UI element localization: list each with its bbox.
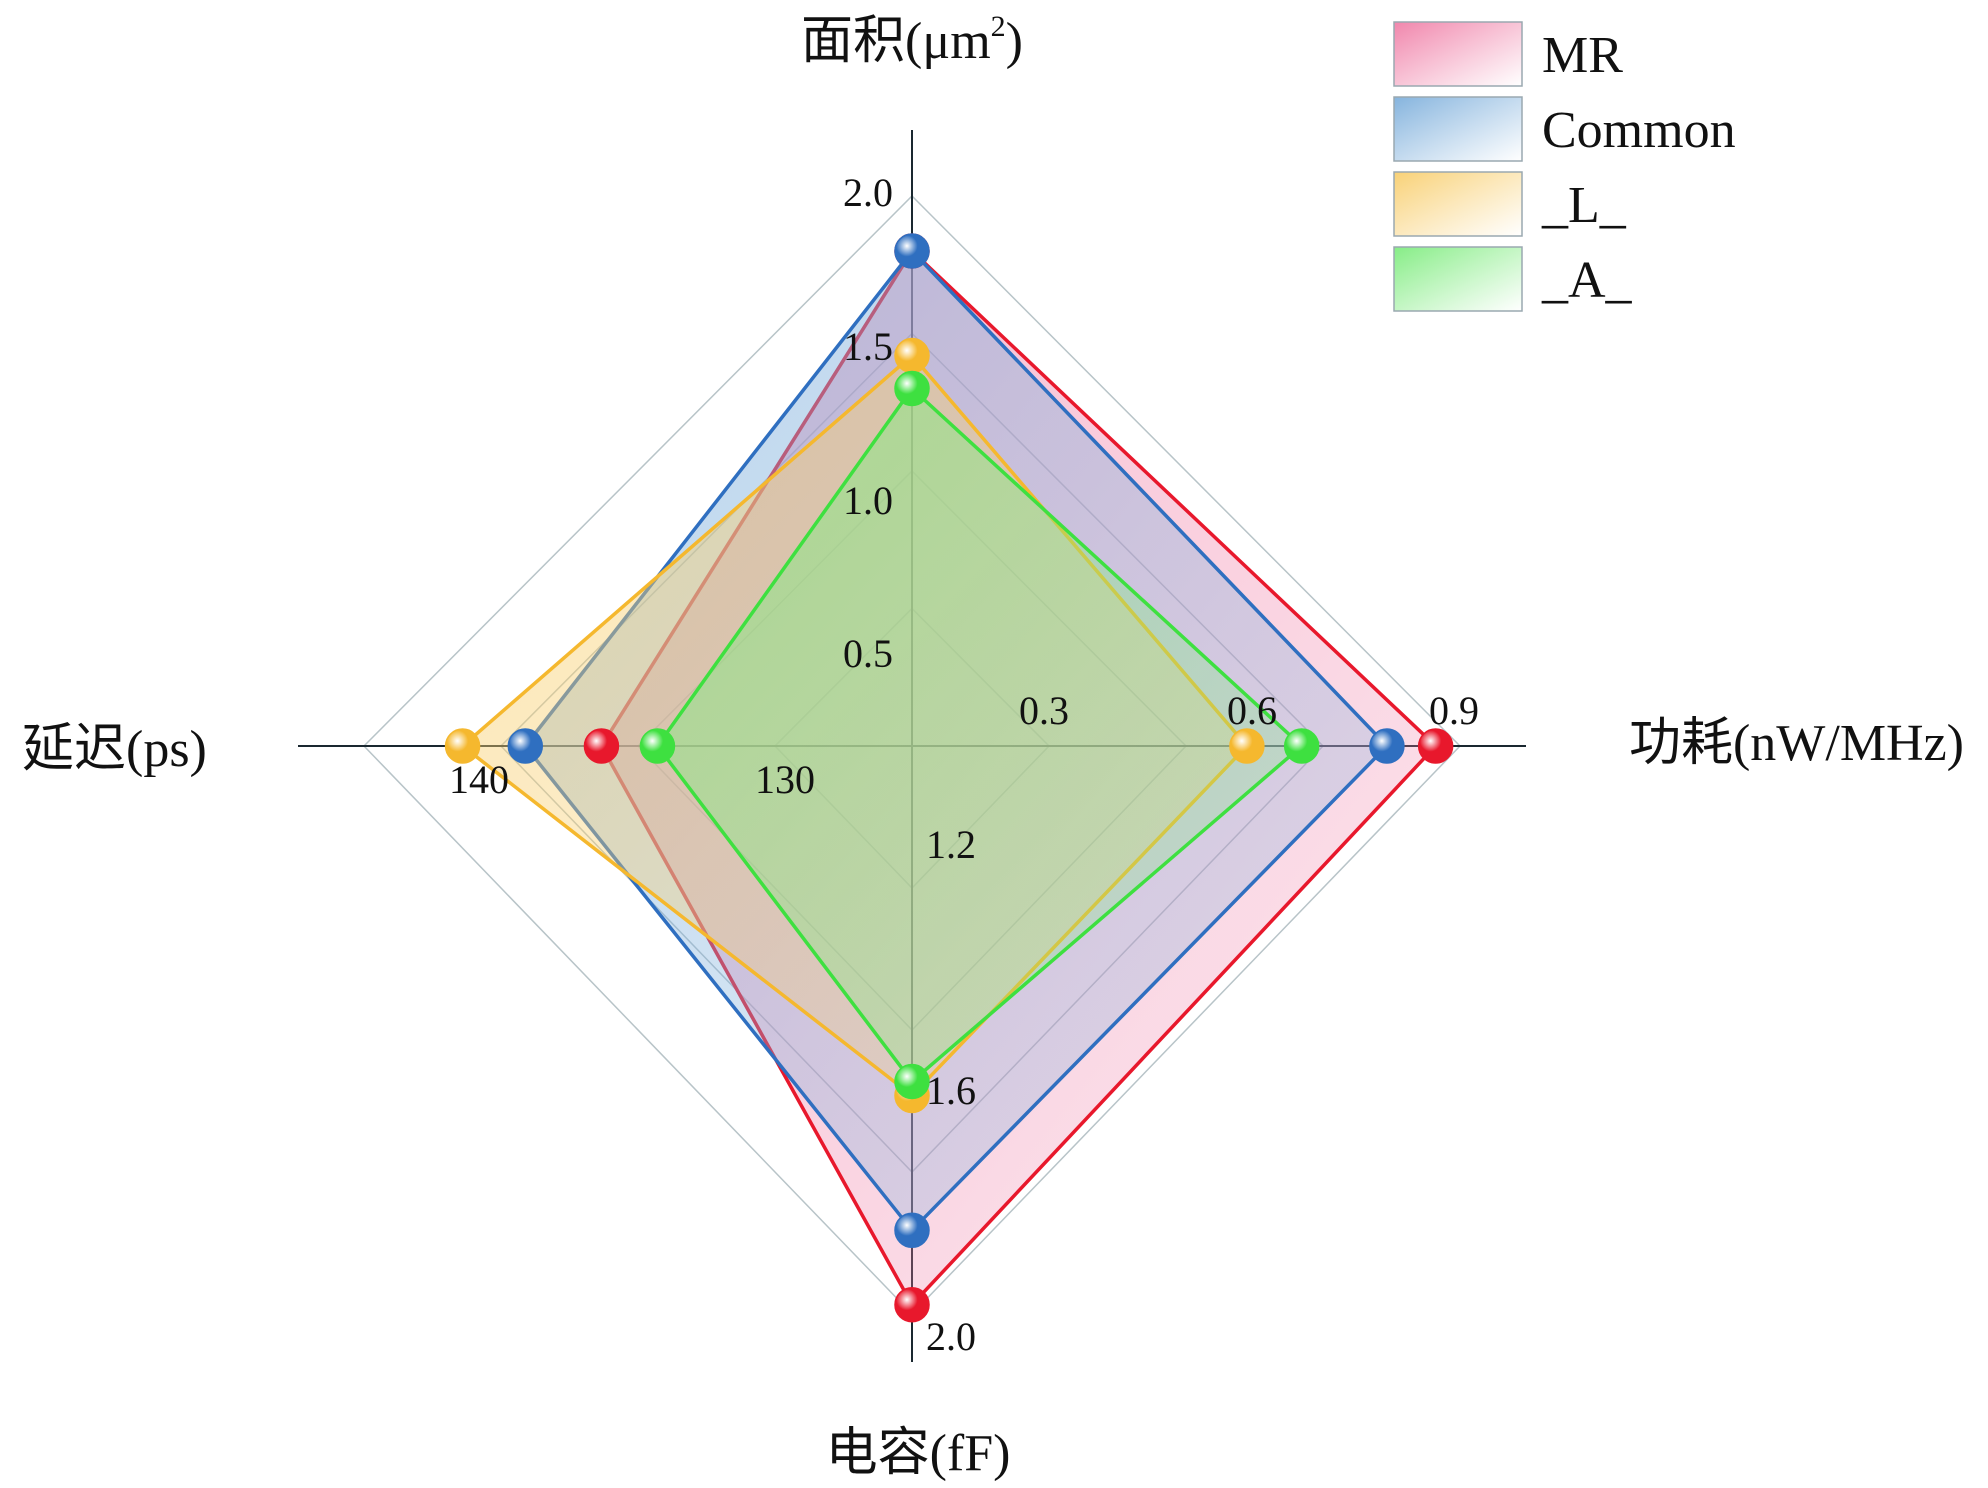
axis-title-power: 功耗(nW/MHz) — [1629, 715, 1964, 772]
tick-label-area: 2.0 — [843, 170, 893, 215]
data-point — [894, 370, 930, 407]
legend-item: MR — [1393, 21, 1623, 87]
legend-swatch — [1393, 96, 1523, 162]
legend-item: _A_ — [1393, 246, 1633, 312]
data-point — [894, 1212, 930, 1249]
legend-swatch — [1393, 246, 1523, 312]
tick-label-delay: 140 — [449, 757, 509, 802]
tick-label-power: 0.3 — [1019, 688, 1069, 733]
legend-item: Common — [1393, 96, 1736, 162]
data-point — [1283, 728, 1320, 764]
series-polygons — [459, 248, 1439, 1308]
series-markers — [444, 233, 1454, 1323]
axis-title-delay: 延迟(ps) — [22, 721, 207, 778]
legend-swatch — [1393, 171, 1523, 237]
axis-title-capacitance: 电容(fF) — [826, 1425, 1011, 1482]
tick-label-area: 1.5 — [843, 324, 893, 369]
data-point — [1369, 728, 1405, 764]
data-point — [507, 728, 544, 764]
legend-item: _L_ — [1393, 171, 1627, 237]
data-point — [894, 233, 930, 269]
data-point — [444, 728, 481, 764]
data-point — [639, 728, 676, 764]
data-point — [894, 1286, 930, 1323]
data-point — [583, 728, 620, 764]
data-point — [1229, 728, 1265, 764]
tick-label-power: 0.6 — [1227, 688, 1277, 733]
data-point — [1417, 728, 1454, 764]
tick-label-area: 0.5 — [843, 631, 893, 676]
tick-label-capacitance: 2.0 — [926, 1314, 976, 1359]
legend-label: _L_ — [1541, 177, 1627, 234]
tick-labels: 0.5 1.0 1.5 2.0 0.3 0.6 0.9 1.2 1.6 2.0 130 140 — [449, 170, 1479, 1359]
axis-title-area: 面积(μm2) — [801, 10, 1023, 70]
tick-label-power: 0.9 — [1429, 688, 1479, 733]
tick-label-capacitance: 1.6 — [926, 1068, 976, 1113]
legend-label: _A_ — [1541, 252, 1633, 309]
legend-swatch — [1393, 21, 1523, 87]
legend-label: Common — [1542, 102, 1736, 159]
legend: MR Common _L_ _A_ — [1393, 21, 1736, 312]
tick-label-capacitance: 1.2 — [926, 822, 976, 867]
legend-label: MR — [1542, 27, 1623, 84]
data-point — [894, 1063, 930, 1100]
tick-label-area: 1.0 — [843, 478, 893, 523]
tick-label-delay: 130 — [755, 757, 815, 802]
axis-titles: 面积(μm2) 功耗(nW/MHz) 电容(fF) 延迟(ps) — [22, 10, 1964, 1482]
data-point — [894, 337, 930, 374]
